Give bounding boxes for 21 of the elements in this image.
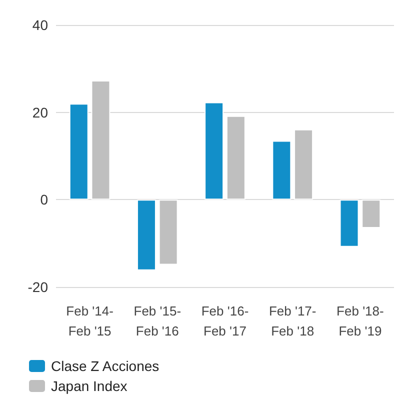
legend-label: Japan Index [51, 378, 128, 394]
bar [294, 129, 314, 200]
bar [340, 200, 359, 247]
x-tick-label: Feb '16- Feb '17 [201, 304, 249, 338]
bar [91, 80, 110, 200]
bar [136, 200, 156, 270]
y-tick-label: -20 [28, 279, 48, 295]
bar [362, 200, 381, 228]
bar [69, 104, 88, 200]
bar [226, 116, 246, 200]
bar [158, 200, 178, 265]
y-tick-label: 20 [32, 104, 48, 120]
x-tick-label: Feb '17- Feb '18 [268, 304, 316, 338]
x-tick-label: Feb '14- Feb '15 [66, 304, 114, 338]
x-tick-label: Feb '18- Feb '19 [336, 304, 384, 338]
bar [204, 102, 224, 200]
legend-label: Clase Z Acciones [51, 358, 160, 374]
y-tick-label: 0 [40, 192, 48, 208]
y-tick-label: 40 [32, 17, 48, 33]
x-tick-label: Feb '15- Feb '16 [134, 304, 182, 338]
bar [272, 140, 292, 200]
